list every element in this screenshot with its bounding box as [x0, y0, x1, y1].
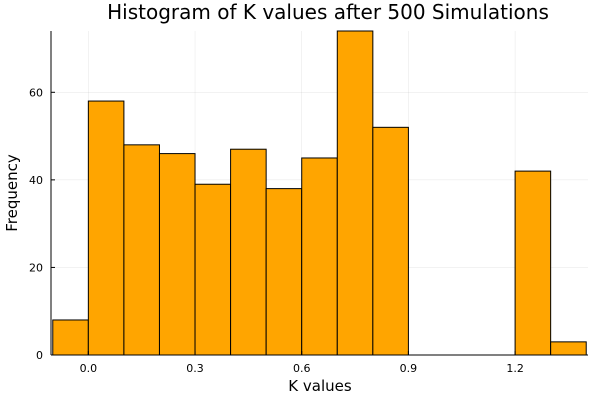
axes	[50, 31, 588, 356]
histogram-bar	[514, 170, 552, 356]
bars	[52, 30, 587, 356]
x-axis-label: K values	[288, 377, 352, 395]
histogram-bar	[194, 183, 232, 356]
x-tick-label: 0.0	[80, 362, 98, 375]
ticks: 0.0 0.3 0.6 0.9 1.2 0 20 40 60	[29, 86, 524, 375]
y-tick-label: 60	[29, 86, 43, 99]
histogram-bar	[87, 100, 125, 356]
histogram-bar	[52, 319, 89, 356]
histogram-bar	[123, 144, 160, 356]
y-tick-label: 0	[36, 349, 43, 362]
histogram-bar	[158, 153, 196, 356]
histogram-bar	[301, 157, 338, 356]
x-tick-label: 1.2	[506, 362, 524, 375]
histogram-bar	[265, 188, 303, 356]
x-tick-label: 0.6	[293, 362, 311, 375]
chart-title: Histogram of K values after 500 Simulati…	[107, 0, 549, 24]
histogram-bar	[336, 30, 374, 356]
x-tick-label: 0.3	[186, 362, 204, 375]
histogram-bar	[230, 148, 267, 356]
y-tick-label: 20	[29, 261, 43, 274]
y-axis-label: Frequency	[3, 154, 21, 232]
histogram-bar	[372, 126, 409, 356]
y-tick-label: 40	[29, 174, 43, 187]
x-tick-label: 0.9	[400, 362, 418, 375]
histogram-bar	[550, 341, 587, 356]
